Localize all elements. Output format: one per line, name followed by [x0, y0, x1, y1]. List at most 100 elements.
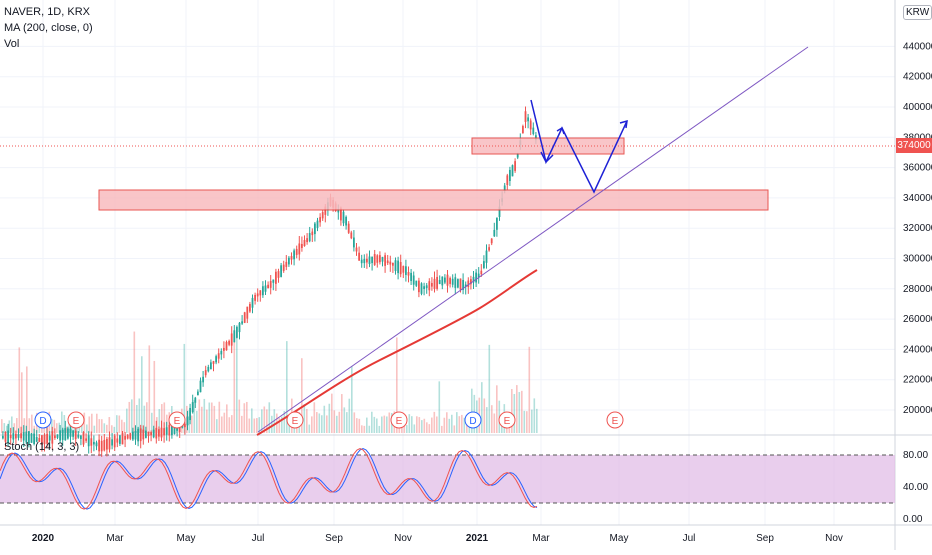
candle-body: [477, 273, 480, 278]
volume-bar: [358, 418, 361, 433]
candle-body: [290, 256, 293, 260]
candle-body: [74, 430, 77, 440]
candle-body: [444, 277, 446, 283]
volume-bar: [308, 424, 311, 433]
candle-body: [394, 260, 397, 271]
price-axis-label: 400000: [903, 102, 932, 113]
volume-bar: [108, 417, 111, 433]
volume-bar: [341, 394, 343, 433]
candle-body: [436, 276, 438, 289]
candle-body: [275, 271, 277, 284]
volume-bar: [426, 422, 428, 433]
volume-bar: [428, 424, 431, 433]
time-axis-label: Mar: [532, 533, 550, 544]
volume-bar: [438, 381, 441, 433]
candle-body: [259, 290, 262, 296]
time-axis-label: Sep: [756, 533, 774, 544]
candle-body: [204, 370, 207, 376]
candle-body: [82, 432, 85, 445]
candle-body: [264, 285, 267, 292]
volume-bar: [51, 419, 53, 433]
candle-body: [207, 366, 210, 372]
volume-bar: [306, 408, 308, 433]
candle-body: [28, 431, 30, 444]
candle-body: [61, 429, 64, 440]
candle-body: [420, 283, 423, 294]
volume-bar: [126, 408, 128, 433]
candle-body: [532, 127, 535, 134]
volume-bar: [441, 425, 443, 433]
candle-body: [483, 261, 485, 268]
candle-body: [462, 279, 464, 290]
stoch-legend[interactable]: Stoch (14, 3, 3): [4, 441, 80, 453]
candle-body: [514, 161, 516, 171]
candle-body: [197, 391, 199, 396]
price-axis-label: 440000: [903, 41, 932, 52]
volume-bar: [278, 417, 281, 433]
volume-bar: [323, 405, 326, 433]
volume-bar: [113, 426, 116, 433]
currency-badge[interactable]: KRW: [903, 5, 932, 20]
volume-bar: [403, 423, 406, 433]
symbol-legend[interactable]: NAVER, 1D, KRX: [4, 6, 90, 18]
candle-body: [64, 428, 67, 441]
volume-bar: [68, 423, 71, 433]
candle-body: [282, 264, 285, 271]
candle-body: [496, 217, 498, 230]
volume-bar: [311, 416, 313, 433]
volume-bar: [366, 417, 368, 433]
candle-body: [2, 435, 4, 439]
volume-bar: [531, 409, 533, 433]
candle-body: [480, 270, 483, 275]
volume-bar: [208, 402, 211, 433]
candle-body: [529, 120, 532, 130]
candle-body: [147, 431, 150, 437]
candle-body: [223, 347, 225, 351]
candle-body: [90, 438, 93, 446]
volume-bar: [18, 347, 21, 433]
volume-bar: [418, 417, 421, 433]
volume-bar: [258, 417, 261, 433]
volume-bar: [21, 372, 23, 433]
volume-legend[interactable]: Vol: [4, 38, 20, 50]
volume-bar: [516, 385, 518, 433]
volume-bar: [213, 405, 216, 433]
candle-body: [524, 111, 527, 122]
volume-bar: [313, 402, 316, 433]
volume-bar: [93, 425, 96, 433]
candle-body: [98, 439, 100, 452]
candle-body: [293, 250, 295, 260]
volume-bar: [448, 418, 451, 433]
candle-body: [46, 433, 48, 444]
event-marker-label: E: [174, 416, 181, 427]
candle-body: [35, 436, 38, 442]
price-axis-label: 220000: [903, 375, 932, 386]
volume-bar: [331, 393, 333, 433]
volume-bar: [316, 412, 318, 433]
candle-body: [340, 207, 342, 221]
volume-bar: [263, 406, 266, 433]
volume-bar: [148, 345, 151, 433]
ma-legend[interactable]: MA (200, close, 0): [4, 22, 93, 34]
candle-body: [85, 438, 87, 441]
candle-body: [301, 244, 303, 248]
volume-bar: [246, 401, 248, 433]
volume-bar: [73, 426, 76, 433]
volume-bar: [488, 344, 491, 433]
volume-bar: [396, 337, 398, 433]
candle-body: [103, 439, 106, 451]
time-axis-label: 2020: [32, 533, 55, 544]
candle-body: [51, 431, 54, 444]
candle-body: [459, 278, 462, 290]
candle-body: [470, 279, 472, 285]
volume-bar: [453, 425, 456, 433]
projection-arrow-head: [540, 151, 554, 164]
candle-body: [277, 271, 280, 278]
volume-bar: [421, 420, 423, 433]
price-axis-label: 280000: [903, 284, 932, 295]
candle-body: [485, 250, 488, 263]
volume-bar: [226, 404, 228, 433]
volume-bar: [386, 416, 388, 433]
